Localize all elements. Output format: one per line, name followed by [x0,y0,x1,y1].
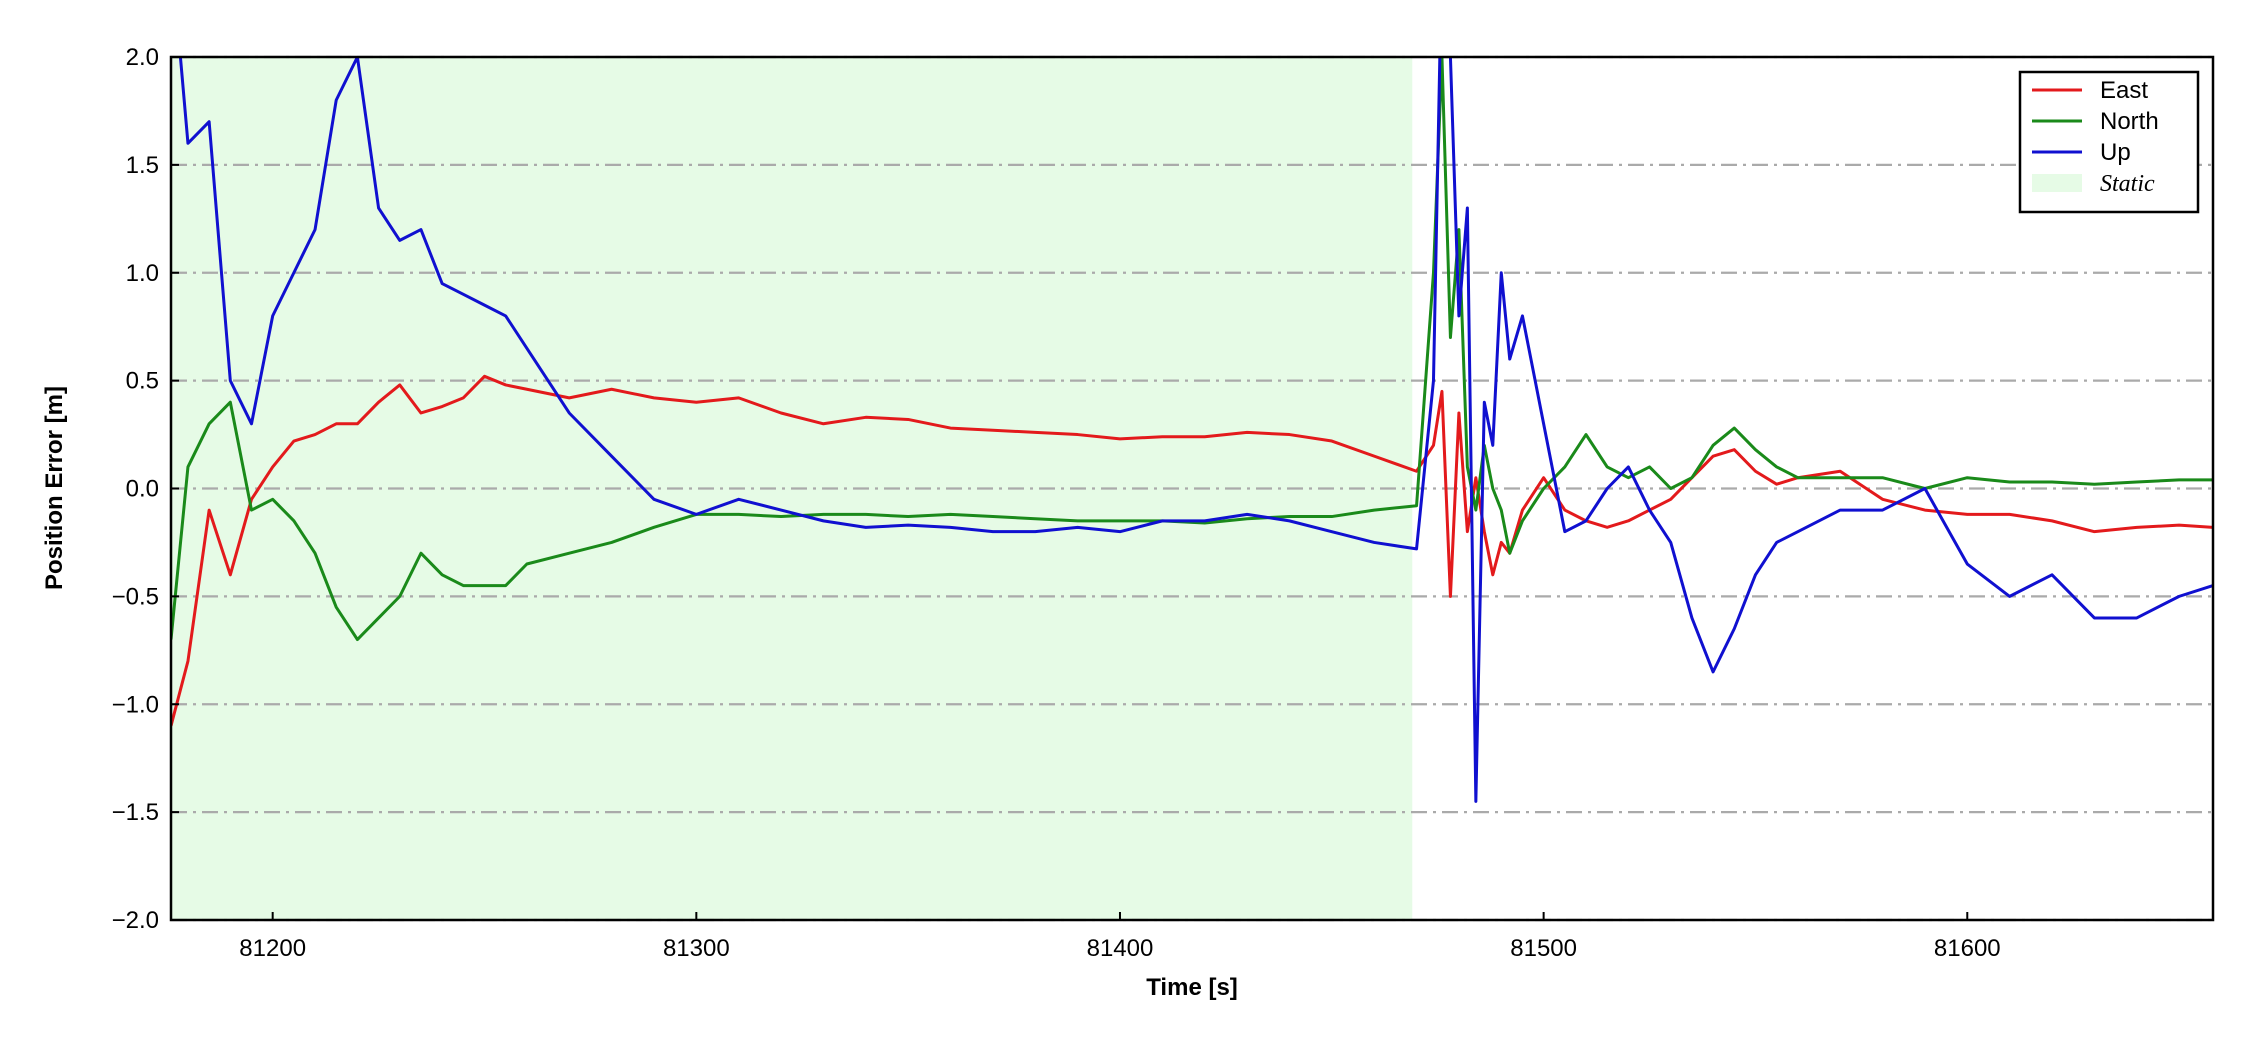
x-tick-label: 81200 [239,935,306,962]
x-tick-label: 81400 [1087,935,1154,962]
y-tick-label: −1.0 [112,691,159,718]
y-tick-label: 2.0 [126,44,159,71]
series-line [178,57,2213,803]
legend-swatch [2032,174,2082,192]
series-line [171,57,2213,642]
y-axis-label: Position Error [m] [41,386,68,590]
y-tick-label: 0.0 [126,476,159,503]
y-tick-label: −1.5 [112,799,159,826]
legend-label: East [2100,77,2148,104]
y-tick-label: −0.5 [112,583,159,610]
x-tick-label: 81300 [663,935,730,962]
series-line [171,374,2213,727]
y-tick-label: 0.5 [126,368,159,395]
y-tick-label: −2.0 [112,907,159,934]
y-tick-label: 1.5 [126,152,159,179]
legend-box [2018,70,2200,214]
legend-label: North [2100,108,2159,135]
x-tick-label: 81500 [1510,935,1577,962]
x-tick-label: 81600 [1934,935,2001,962]
legend-label: Up [2100,139,2131,166]
y-tick-label: 1.0 [126,260,159,287]
x-axis-label: Time [s] [1146,974,1238,1001]
legend-label: Static [2100,171,2155,197]
